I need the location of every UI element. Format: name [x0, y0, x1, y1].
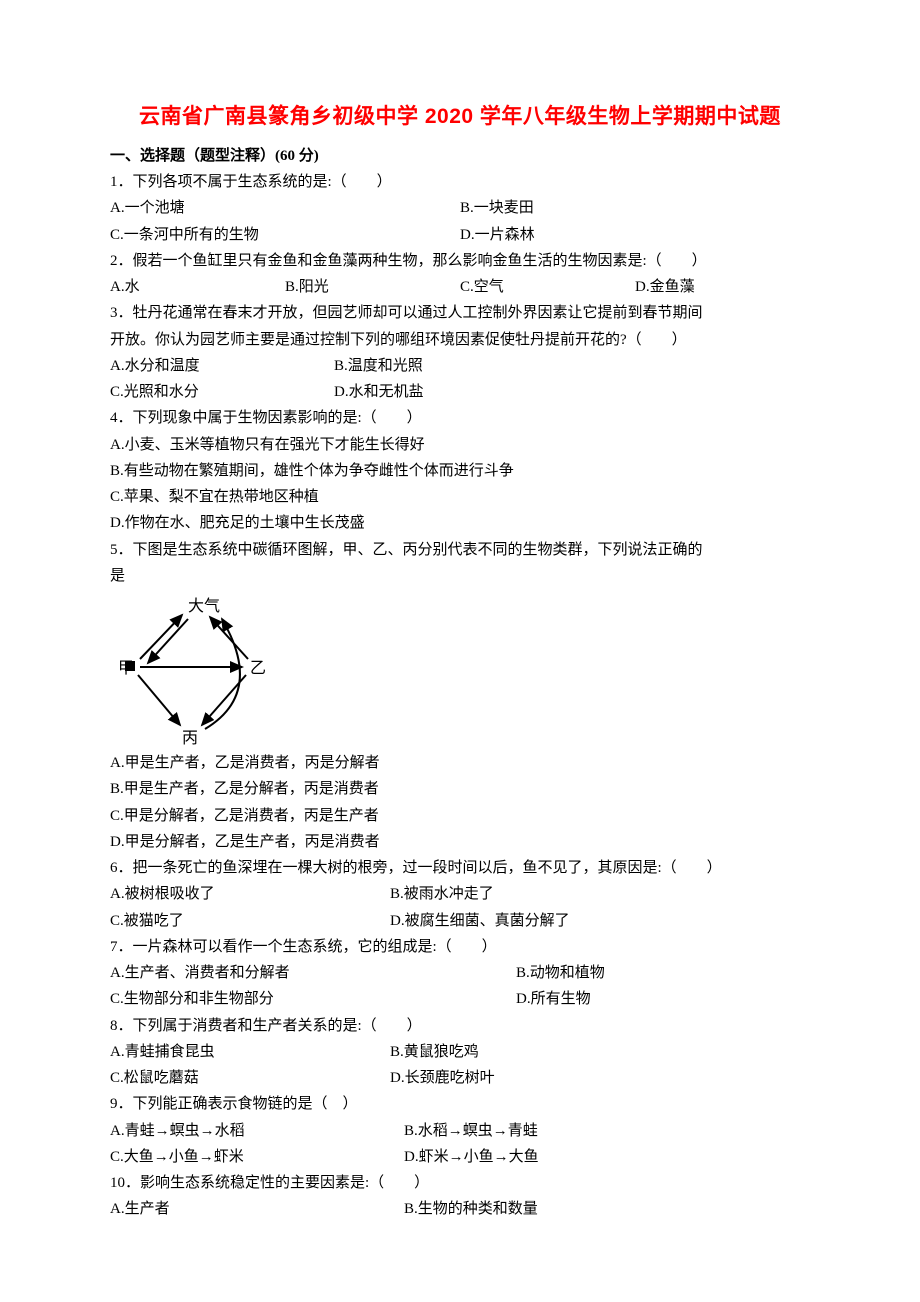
q3-stem-line2: 开放。你认为园艺师主要是通过控制下列的哪组环境因素促使牡丹提前开花的?（ ） [110, 327, 810, 353]
q5-opt-a: A.甲是生产者，乙是消费者，丙是分解者 [110, 750, 810, 776]
q9-opt-c: C.大鱼→小鱼→虾米 [110, 1144, 404, 1170]
q10-opt-b: B.生物的种类和数量 [404, 1196, 754, 1222]
q2-opt-b: B.阳光 [285, 274, 460, 300]
q9-opt-a: A.青蛙→螟虫→水稻 [110, 1118, 404, 1144]
q10-opt-a: A.生产者 [110, 1196, 404, 1222]
q3-stem-line1: 3．牡丹花通常在春末才开放，但园艺师却可以通过人工控制外界因素让它提前到春节期间 [110, 300, 810, 326]
q5-diagram: 大气 甲 乙 丙 [110, 593, 810, 748]
q2-opt-a: A.水 [110, 274, 285, 300]
q9-opt-b: B.水稻→螟虫→青蛙 [404, 1118, 754, 1144]
q5-stem-line2: 是 [110, 563, 810, 589]
q5-label-right: 乙 [250, 660, 266, 677]
q8-opt-b: B.黄鼠狼吃鸡 [390, 1039, 740, 1065]
q5-stem-line1: 5．下图是生态系统中碳循环图解，甲、乙、丙分别代表不同的生物类群，下列说法正确的 [110, 537, 810, 563]
q7-opt-b: B.动物和植物 [516, 960, 866, 986]
q1-stem: 1．下列各项不属于生态系统的是:（ ） [110, 169, 810, 195]
q5-label-top: 大气 [188, 597, 220, 615]
q7-stem: 7．一片森林可以看作一个生态系统，它的组成是:（ ） [110, 934, 810, 960]
page-title: 云南省广南县篆角乡初级中学 2020 学年八年级生物上学期期中试题 [110, 100, 810, 130]
q7-opt-a: A.生产者、消费者和分解者 [110, 960, 516, 986]
q7-opt-d: D.所有生物 [516, 986, 866, 1012]
q1-opt-c: C.一条河中所有的生物 [110, 222, 460, 248]
q9-stem: 9．下列能正确表示食物链的是（ ） [110, 1091, 810, 1117]
section-header: 一、选择题（题型注释）(60 分) [110, 144, 810, 165]
q5-label-bottom: 丙 [182, 730, 198, 747]
q4-opt-c: C.苹果、梨不宜在热带地区种植 [110, 484, 810, 510]
q2-stem: 2．假若一个鱼缸里只有金鱼和金鱼藻两种生物，那么影响金鱼生活的生物因素是:（ ） [110, 248, 810, 274]
q1-opt-b: B.一块麦田 [460, 195, 810, 221]
q6-opt-b: B.被雨水冲走了 [390, 881, 740, 907]
q5-opt-c: C.甲是分解者，乙是消费者，丙是生产者 [110, 803, 810, 829]
q1-opt-a: A.一个池塘 [110, 195, 460, 221]
q3-opt-c: C.光照和水分 [110, 379, 334, 405]
q2-opt-c: C.空气 [460, 274, 635, 300]
q8-opt-a: A.青蛙捕食昆虫 [110, 1039, 390, 1065]
q6-opt-d: D.被腐生细菌、真菌分解了 [390, 908, 740, 934]
q4-opt-d: D.作物在水、肥充足的土壤中生长茂盛 [110, 510, 810, 536]
q3-opt-d: D.水和无机盐 [334, 379, 684, 405]
q6-opt-c: C.被猫吃了 [110, 908, 390, 934]
q2-opt-d: D.金鱼藻 [635, 274, 810, 300]
q8-opt-c: C.松鼠吃蘑菇 [110, 1065, 390, 1091]
q4-stem: 4．下列现象中属于生物因素影响的是:（ ） [110, 405, 810, 431]
q6-opt-a: A.被树根吸收了 [110, 881, 390, 907]
q4-opt-a: A.小麦、玉米等植物只有在强光下才能生长得好 [110, 432, 810, 458]
q9-opt-d: D.虾米→小鱼→大鱼 [404, 1144, 754, 1170]
q3-opt-b: B.温度和光照 [334, 353, 684, 379]
q1-opt-d: D.一片森林 [460, 222, 810, 248]
q5-opt-d: D.甲是分解者，乙是生产者，丙是消费者 [110, 829, 810, 855]
q6-stem: 6．把一条死亡的鱼深埋在一棵大树的根旁，过一段时间以后，鱼不见了，其原因是:（ … [110, 855, 810, 881]
q3-opt-a: A.水分和温度 [110, 353, 334, 379]
q7-opt-c: C.生物部分和非生物部分 [110, 986, 516, 1012]
q8-stem: 8．下列属于消费者和生产者关系的是:（ ） [110, 1013, 810, 1039]
q8-opt-d: D.长颈鹿吃树叶 [390, 1065, 740, 1091]
q10-stem: 10．影响生态系统稳定性的主要因素是:（ ） [110, 1170, 810, 1196]
q5-opt-b: B.甲是生产者，乙是分解者，丙是消费者 [110, 776, 810, 802]
q4-opt-b: B.有些动物在繁殖期间，雄性个体为争夺雌性个体而进行斗争 [110, 458, 810, 484]
